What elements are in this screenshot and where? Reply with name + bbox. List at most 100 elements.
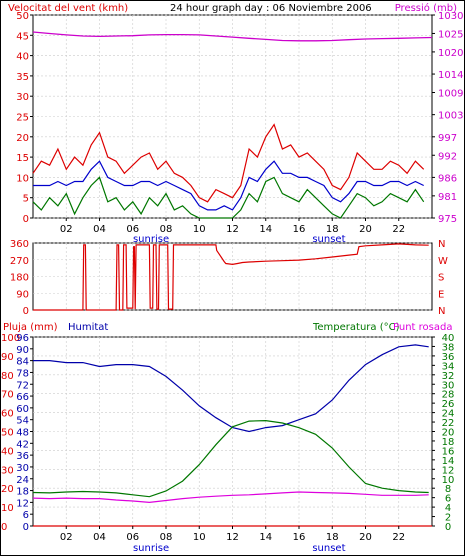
humidity-tick-label: 78 <box>16 368 29 379</box>
temperature-tick-label: 18 <box>442 437 455 448</box>
series-temperature <box>32 419 429 498</box>
rain-label: Pluja (mm) <box>3 322 58 333</box>
temperature-tick-label: 36 <box>442 352 455 363</box>
sunrise-label-bottom: sunrise <box>133 543 169 554</box>
hour-tick-label: 22 <box>392 224 405 235</box>
humidity-tick-label: 18 <box>16 487 29 498</box>
temperature-tick-label: 16 <box>442 446 455 457</box>
humidity-tick-label: 42 <box>16 439 29 450</box>
wind-speed-label: Velocitat del vent (kmh) <box>8 3 128 14</box>
compass-label: S <box>438 273 444 284</box>
humidity-tick-label: 30 <box>16 463 29 474</box>
rain-tick-label: 80 <box>1 371 14 382</box>
rain-tick-label: 90 <box>1 352 14 363</box>
temperature-tick-label: 26 <box>442 399 455 410</box>
series-dewpoint <box>32 491 429 504</box>
humidity-tick-label: 72 <box>16 380 29 391</box>
pressure-tick-label: 1020 <box>438 48 463 59</box>
rain-tick-label: 40 <box>1 446 14 457</box>
temperature-tick-label: 14 <box>442 456 455 467</box>
temperature-tick-label: 8 <box>445 484 451 495</box>
rain-tick-label: 50 <box>1 428 14 439</box>
temperature-label: Temperatura (°C) <box>312 322 400 333</box>
hour-tick-label: 16 <box>293 224 306 235</box>
pressure-tick-label: 1030 <box>438 11 463 22</box>
rain-tick-label: 30 <box>1 465 14 476</box>
humidity-tick-label: 0 <box>23 522 29 533</box>
series-direction <box>33 243 429 311</box>
humidity-tick-label: 6 <box>23 510 29 521</box>
wind-tick-label: 5 <box>23 194 29 205</box>
hour-tick-label: 12 <box>226 224 239 235</box>
wind-tick-label: 40 <box>16 52 29 63</box>
wind-tick-label: 25 <box>16 113 29 124</box>
hour-tick-label: 22 <box>392 532 405 543</box>
series-pressure <box>32 31 433 42</box>
wind-tick-label: 15 <box>16 153 29 164</box>
temperature-tick-label: 34 <box>442 361 455 372</box>
pressure-tick-label: 1009 <box>438 89 463 100</box>
temperature-tick-label: 12 <box>442 465 455 476</box>
humidity-tick-label: 96 <box>16 333 29 344</box>
temperature-tick-label: 2 <box>445 513 451 524</box>
hour-tick-label: 04 <box>93 532 106 543</box>
wind-tick-label: 50 <box>16 11 29 22</box>
rain-tick-label: 0 <box>1 522 7 533</box>
compass-label: N <box>438 239 445 250</box>
hour-tick-label: 18 <box>326 532 339 543</box>
rain-tick-label: 60 <box>1 409 14 420</box>
series-minimum <box>32 176 425 219</box>
compass-label: N <box>438 306 445 317</box>
direction-degree-label: 270 <box>10 256 29 267</box>
pressure-tick-label: 981 <box>438 192 457 203</box>
hour-tick-label: 08 <box>160 532 173 543</box>
temperature-tick-label: 22 <box>442 418 455 429</box>
graph-title: 24 hour graph day : 06 Noviembre 2006 <box>170 3 372 14</box>
humidity-tick-label: 12 <box>16 498 29 509</box>
pressure-tick-label: 975 <box>438 214 457 225</box>
pressure-label: Pressió (mb) <box>395 2 457 14</box>
hour-tick-label: 06 <box>126 224 139 235</box>
humidity-tick-label: 54 <box>16 416 29 427</box>
humidity-tick-label: 66 <box>16 392 29 403</box>
rain-tick-label: 70 <box>1 390 14 401</box>
hour-tick-label: 04 <box>93 224 106 235</box>
wind-tick-label: 20 <box>16 133 29 144</box>
hour-tick-label: 16 <box>293 532 306 543</box>
rain-tick-label: 20 <box>1 484 14 495</box>
rain-humidity-temperature-panel: 0102030405060708090100061218243036424854… <box>1 333 454 554</box>
pressure-tick-label: 997 <box>438 133 457 144</box>
sunset-label-bottom: sunset <box>312 543 345 554</box>
sunset-label-top: sunset <box>312 234 345 245</box>
hour-tick-label: 06 <box>126 532 139 543</box>
humidity-tick-label: 36 <box>16 451 29 462</box>
temperature-tick-label: 4 <box>445 503 451 514</box>
hour-tick-label: 14 <box>259 224 272 235</box>
hour-tick-label: 18 <box>326 224 339 235</box>
temperature-tick-label: 30 <box>442 380 455 391</box>
rain-tick-label: 100 <box>1 333 20 344</box>
pressure-tick-label: 986 <box>438 173 457 184</box>
temperature-tick-label: 28 <box>442 390 455 401</box>
wind-tick-label: 45 <box>16 31 29 42</box>
temperature-tick-label: 20 <box>442 428 455 439</box>
humidity-tick-label: 24 <box>16 475 29 486</box>
humidity-tick-label: 90 <box>16 345 29 356</box>
direction-degree-label: 360 <box>10 239 29 250</box>
pressure-tick-label: 1003 <box>438 111 463 122</box>
hour-tick-label: 20 <box>359 224 372 235</box>
hour-tick-label: 20 <box>359 532 372 543</box>
humidity-tick-label: 60 <box>16 404 29 415</box>
wind-tick-label: 35 <box>16 72 29 83</box>
temperature-tick-label: 32 <box>442 371 455 382</box>
pressure-tick-label: 1025 <box>438 29 463 40</box>
series-gust <box>32 123 425 203</box>
hour-tick-label: 08 <box>160 224 173 235</box>
series-average <box>33 160 424 211</box>
temperature-tick-label: 40 <box>442 333 455 344</box>
temperature-tick-label: 24 <box>442 409 455 420</box>
temperature-tick-label: 38 <box>442 342 455 353</box>
hour-tick-label: 10 <box>193 532 206 543</box>
